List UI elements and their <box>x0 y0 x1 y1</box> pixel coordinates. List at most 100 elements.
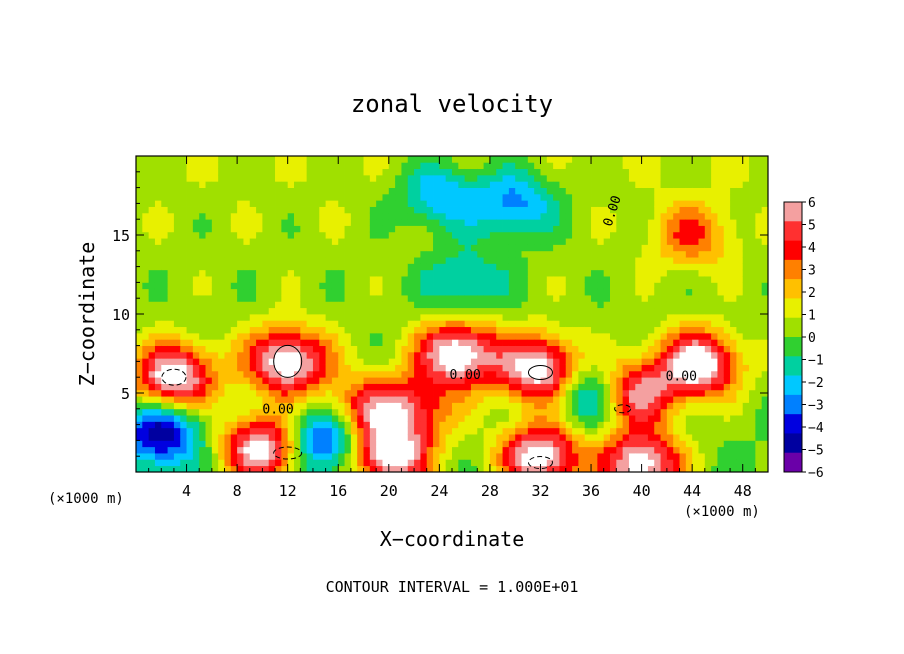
field-cell <box>742 415 750 422</box>
field-cell <box>679 402 687 410</box>
field-cell <box>742 231 750 239</box>
field-cell <box>584 415 592 422</box>
field-cell <box>717 377 725 384</box>
field-cell <box>597 231 605 239</box>
field-cell <box>262 288 270 296</box>
field-cell <box>565 295 573 302</box>
field-cell <box>249 187 257 195</box>
field-cell <box>628 257 636 264</box>
field-cell <box>357 345 364 353</box>
field-cell <box>154 238 162 245</box>
field-cell <box>319 225 326 233</box>
field-cell <box>502 162 510 170</box>
field-cell <box>717 396 725 403</box>
field-cell <box>477 389 484 397</box>
field-cell <box>439 225 447 233</box>
field-cell <box>641 295 649 302</box>
field-cell <box>489 446 497 454</box>
field-cell <box>275 156 282 163</box>
field-cell <box>363 402 371 410</box>
field-cell <box>382 250 390 258</box>
field-cell <box>647 206 655 214</box>
field-cell <box>660 238 668 245</box>
field-cell <box>136 282 143 290</box>
field-cell <box>262 427 270 435</box>
field-cell <box>610 396 617 403</box>
field-cell <box>685 225 693 233</box>
field-cell <box>628 358 636 365</box>
field-cell <box>294 339 301 346</box>
field-cell <box>136 250 143 258</box>
field-cell <box>755 193 763 201</box>
field-cell <box>553 193 560 201</box>
field-cell <box>647 421 655 429</box>
field-cell <box>224 396 232 403</box>
field-cell <box>628 200 636 207</box>
field-cell <box>616 364 624 372</box>
field-cell <box>641 326 649 334</box>
field-cell <box>464 193 472 201</box>
field-cell <box>704 295 712 302</box>
field-cell <box>344 370 352 378</box>
field-cell <box>603 351 611 359</box>
field-cell <box>237 345 244 353</box>
field-cell <box>685 427 693 435</box>
field-cell <box>628 332 636 340</box>
field-cell <box>508 206 516 214</box>
field-cell <box>496 434 503 441</box>
field-cell <box>508 415 516 422</box>
field-cell <box>186 206 194 214</box>
field-cell <box>312 276 320 283</box>
field-cell <box>294 206 301 214</box>
field-cell <box>325 282 333 290</box>
field-cell <box>256 219 263 226</box>
field-cell <box>584 339 592 346</box>
field-cell <box>161 332 168 340</box>
field-cell <box>414 389 421 397</box>
field-cell <box>237 351 244 359</box>
field-cell <box>395 370 402 378</box>
field-cell <box>508 440 516 448</box>
field-cell <box>641 351 649 359</box>
field-cell <box>167 320 175 328</box>
field-cell <box>496 396 503 403</box>
field-cell <box>515 212 522 220</box>
field-cell <box>496 345 503 353</box>
field-cell <box>546 187 554 195</box>
field-cell <box>452 193 459 201</box>
field-cell <box>673 326 680 334</box>
field-cell <box>736 370 744 378</box>
field-cell <box>420 389 428 397</box>
field-cell <box>180 288 187 296</box>
field-cell <box>761 453 769 460</box>
field-cell <box>660 219 668 226</box>
field-cell <box>180 465 187 473</box>
field-cell <box>319 440 326 448</box>
field-cell <box>508 383 516 391</box>
field-cell <box>572 314 579 321</box>
field-cell <box>287 212 295 220</box>
field-cell <box>470 314 478 321</box>
field-cell <box>294 332 301 340</box>
field-cell <box>369 320 377 328</box>
field-cell <box>673 377 680 384</box>
field-cell <box>559 301 567 309</box>
field-cell <box>483 181 491 188</box>
field-cell <box>275 263 282 271</box>
field-cell <box>616 276 624 283</box>
field-cell <box>489 200 497 207</box>
field-cell <box>572 326 579 334</box>
field-cell <box>281 370 289 378</box>
field-cell <box>666 396 674 403</box>
field-cell <box>610 250 617 258</box>
field-cell <box>641 200 649 207</box>
field-cell <box>237 453 244 460</box>
field-cell <box>205 200 213 207</box>
field-cell <box>755 269 763 277</box>
field-cell <box>628 307 636 315</box>
field-cell <box>635 314 642 321</box>
field-cell <box>584 181 592 188</box>
field-cell <box>439 187 447 195</box>
field-cell <box>331 358 339 365</box>
field-cell <box>749 263 756 271</box>
